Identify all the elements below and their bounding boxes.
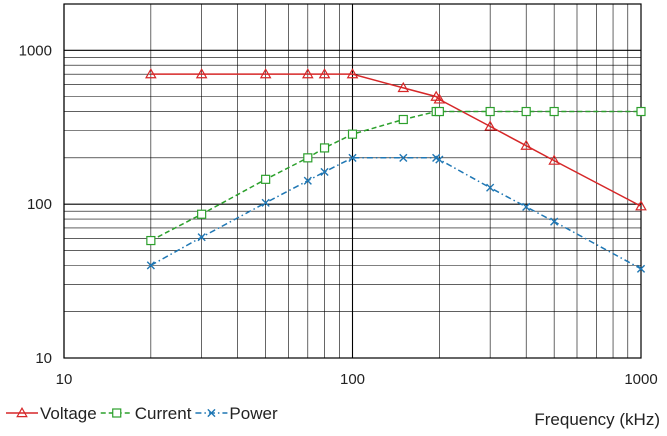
series-power-point	[636, 264, 646, 273]
series-voltage-point	[346, 68, 359, 79]
series-power-point	[303, 176, 312, 185]
series-power-point	[197, 233, 206, 242]
series-voltage-point	[433, 93, 446, 104]
series-power-point	[435, 155, 444, 164]
series-voltage-point	[259, 68, 272, 79]
x-tick-labels: 10 100 1000	[56, 371, 658, 388]
y-tick-label: 1000	[19, 42, 52, 59]
x-tick-label: 100	[340, 371, 365, 388]
legend-swatch-marker	[16, 406, 28, 418]
series-voltage-point	[397, 81, 410, 93]
plot-area-frame	[63, 3, 642, 359]
series-current	[146, 106, 646, 246]
series-voltage-point	[195, 68, 208, 79]
series-voltage-point	[301, 68, 314, 79]
x-tick-label: 1000	[624, 371, 657, 388]
series-power-line	[150, 157, 642, 270]
series-power	[146, 153, 646, 273]
series-current-point	[398, 114, 408, 125]
series-current-point	[549, 106, 559, 117]
series-layer	[145, 68, 647, 273]
legend-item-power: Power	[195, 404, 278, 423]
series-power-point	[348, 153, 357, 162]
legend-item-voltage: Voltage	[6, 404, 97, 423]
legend: Voltage Current Power	[6, 404, 278, 423]
series-current-point	[485, 106, 495, 117]
series-power-point	[146, 261, 155, 270]
y-tick-label: 10	[35, 350, 52, 367]
series-current-point	[319, 143, 330, 153]
legend-label: Voltage	[40, 404, 97, 423]
legend-swatch-marker	[112, 408, 122, 418]
series-current-point	[146, 235, 156, 246]
series-power-point	[486, 183, 495, 192]
legend-label: Power	[229, 404, 278, 423]
legend-item-current: Current	[100, 404, 192, 423]
series-voltage	[145, 68, 647, 211]
series-power-point	[320, 167, 329, 177]
series-voltage-point	[548, 154, 560, 165]
x-tick-label: 10	[56, 371, 73, 388]
series-power-point	[261, 198, 270, 207]
series-current-point	[636, 106, 646, 117]
series-voltage-point	[318, 68, 331, 79]
series-power-point	[522, 202, 531, 211]
series-current-point	[521, 106, 531, 117]
series-current-point	[197, 209, 207, 219]
legend-swatch-marker	[207, 408, 216, 418]
y-tick-label: 100	[27, 196, 52, 213]
series-power-point	[550, 217, 559, 226]
series-current-point	[434, 106, 444, 117]
series-power-point	[399, 153, 408, 162]
series-voltage-point	[520, 139, 533, 150]
series-current-point	[303, 153, 313, 163]
series-current-point	[261, 174, 271, 184]
y-tick-labels: 10 100 1000	[19, 42, 52, 367]
legend-label: Current	[135, 404, 192, 423]
x-axis-title: Frequency (kHz)	[534, 410, 660, 429]
series-voltage-point	[635, 200, 647, 211]
series-voltage-point	[145, 68, 157, 79]
series-current-point	[347, 129, 358, 139]
series-voltage-line	[150, 73, 642, 207]
series-voltage-point	[484, 120, 496, 131]
